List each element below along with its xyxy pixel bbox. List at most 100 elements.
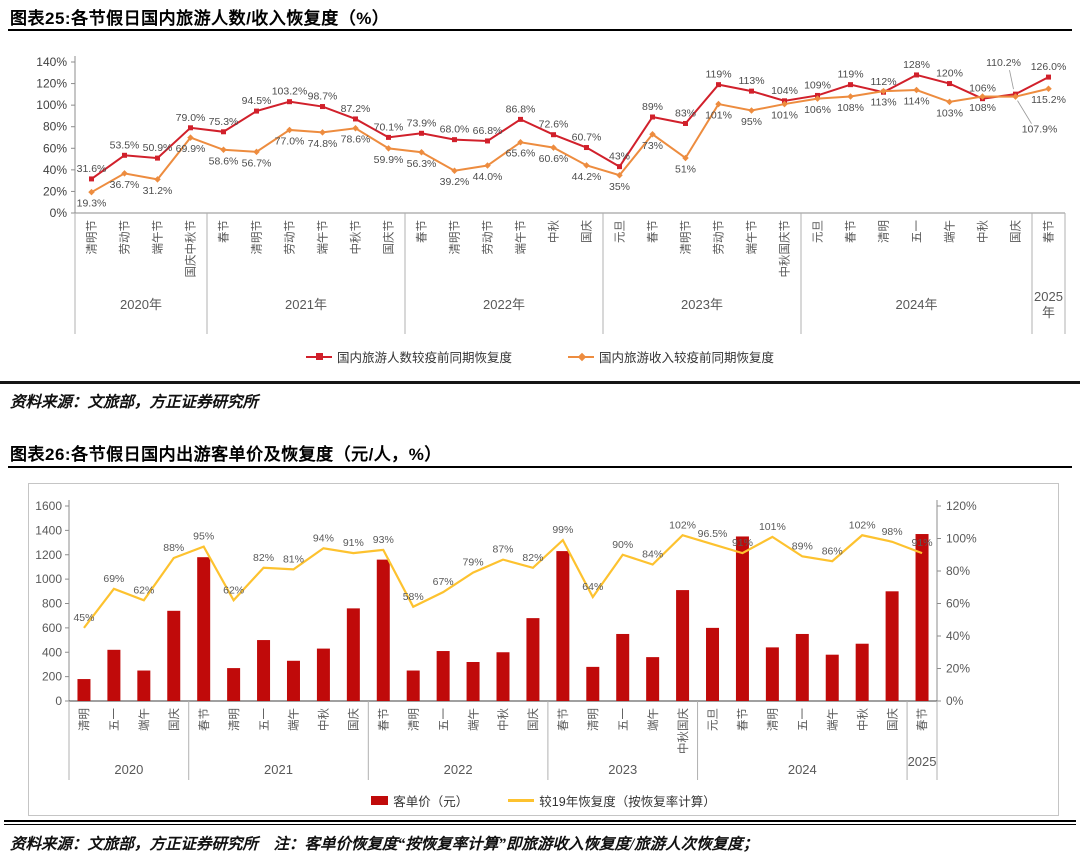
- category-label: 中秋国庆: [676, 708, 690, 754]
- data-label: 86%: [822, 545, 843, 557]
- data-label: 115.2%: [1031, 94, 1066, 106]
- fig26-chart-box: 0 200 400 600 800 1000 1200 1400 1600 0% 20% 40% 60%…: [28, 483, 1059, 816]
- data-label: 98.7%: [308, 91, 338, 103]
- red-line-square-icon: [305, 352, 332, 360]
- yellow-line-icon: [508, 799, 535, 802]
- fig26-title: 图表26:各节假日国内出游客单价及恢复度（元/人，%）: [10, 445, 442, 464]
- data-point: [385, 145, 392, 152]
- bar: [107, 649, 121, 701]
- category-label: 清明节: [251, 220, 264, 255]
- data-point: [1045, 85, 1052, 93]
- data-point: [320, 104, 325, 110]
- data-label: 35%: [609, 181, 630, 193]
- left-tick-label: 1600: [35, 499, 62, 513]
- category-label: 中秋国庆节: [778, 220, 792, 278]
- category-label: 清明节: [680, 220, 693, 255]
- data-label: 69.9%: [176, 143, 206, 155]
- data-label: 82%: [253, 552, 274, 564]
- data-point: [914, 72, 919, 78]
- y-tick-label: 80%: [43, 120, 67, 134]
- data-label: 89%: [792, 540, 813, 552]
- data-label: 31.2%: [143, 185, 173, 197]
- right-tick-label: 60%: [946, 597, 970, 611]
- data-label: 67%: [433, 576, 454, 588]
- data-label: 73%: [642, 140, 663, 152]
- year-label: 2022年: [483, 297, 525, 312]
- category-label: 端午: [288, 708, 301, 731]
- data-point: [616, 171, 623, 179]
- data-point: [221, 129, 226, 135]
- category-label: 清明节: [86, 220, 99, 255]
- data-label: 113%: [738, 75, 764, 87]
- category-label: 元旦: [615, 220, 627, 243]
- data-label: 101%: [759, 521, 786, 533]
- category-label: 国庆中秋节: [184, 220, 198, 278]
- series-0: 31.6%53.5% 50.9% 79.0% 75.3%94.5%103.2% 98.7…: [77, 57, 1066, 182]
- legend-item-price: 客单价（元）: [371, 791, 468, 810]
- data-point: [452, 137, 457, 143]
- category-label: 端午: [826, 708, 839, 731]
- data-label: 106%: [804, 104, 831, 116]
- data-label: 89%: [642, 101, 663, 113]
- data-label: 87.2%: [341, 103, 371, 115]
- data-label: 91%: [343, 537, 364, 549]
- bar: [885, 591, 899, 701]
- category-label: 端午: [467, 708, 480, 731]
- data-label: 58%: [403, 591, 424, 603]
- data-label: 103%: [936, 107, 963, 119]
- data-label: 44.0%: [473, 171, 503, 183]
- bar: [526, 618, 540, 701]
- data-label: 56.7%: [242, 157, 272, 169]
- left-tick-label: 0: [55, 694, 62, 708]
- category-label: 春节: [1043, 220, 1056, 243]
- data-label: 87%: [492, 544, 513, 556]
- category-label: 中秋: [547, 220, 561, 243]
- data-point: [683, 120, 688, 126]
- bar: [855, 643, 869, 701]
- data-point: [353, 116, 358, 122]
- category-label: 春节: [737, 708, 750, 731]
- data-label: 104%: [771, 85, 798, 97]
- data-point: [551, 132, 556, 138]
- right-tick-label: 0%: [946, 694, 964, 708]
- category-label: 中秋节: [349, 220, 363, 255]
- data-label: 108%: [969, 102, 996, 114]
- data-label: 83%: [675, 107, 696, 119]
- data-label: 103.2%: [272, 86, 308, 98]
- data-point: [518, 116, 523, 122]
- data-label: 68.0%: [440, 124, 470, 136]
- data-label: 69%: [103, 573, 124, 585]
- y-tick-label: 40%: [43, 163, 67, 177]
- data-label: 119%: [705, 69, 731, 81]
- leader-line: [1009, 70, 1014, 90]
- data-label: 65.6%: [506, 148, 536, 160]
- y-tick-label: 100%: [36, 98, 67, 112]
- category-label: 春节: [557, 708, 570, 731]
- data-point: [319, 129, 326, 136]
- data-label: 82%: [522, 552, 543, 564]
- data-point: [154, 176, 161, 183]
- data-point: [947, 81, 952, 87]
- data-label: 91%: [912, 537, 933, 549]
- data-point: [419, 130, 424, 136]
- data-label: 39.2%: [440, 176, 470, 188]
- data-point: [220, 146, 227, 154]
- right-tick-label: 100%: [946, 532, 977, 546]
- data-point: [253, 148, 260, 156]
- data-label: 50.9%: [143, 142, 173, 154]
- bar: [616, 633, 630, 701]
- data-label: 77.0%: [275, 135, 305, 147]
- footer-divider-top: [4, 820, 1076, 822]
- data-label: 74.8%: [308, 138, 338, 150]
- year-label: 2024年: [896, 297, 938, 312]
- data-label: 51%: [675, 163, 696, 175]
- legend-item-visitors: 国内旅游人数较疫前同期恢复度: [305, 347, 512, 366]
- data-label: 56.3%: [407, 158, 437, 170]
- data-label: 106%: [969, 83, 996, 95]
- category-label: 中秋: [317, 708, 331, 731]
- y-tick-label: 20%: [43, 184, 67, 198]
- fig25-chart-svg: 0%20%40%60%80%100%120%140%清明节 劳动节 端午节 国庆中秋节…: [36, 55, 1066, 334]
- data-label: 94%: [313, 532, 334, 544]
- data-label: 75.3%: [209, 116, 239, 128]
